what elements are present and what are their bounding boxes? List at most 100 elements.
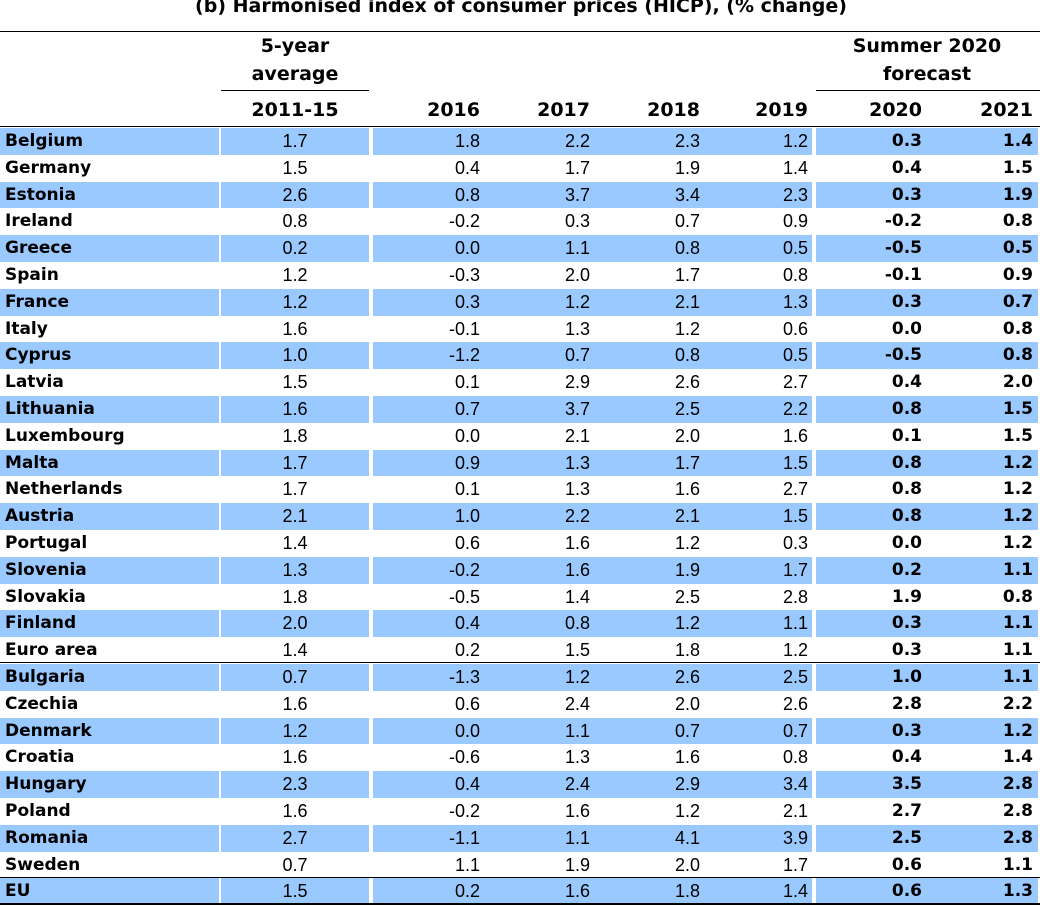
avg-2011-15: 1.8 [282, 425, 308, 446]
value-2019: 0.8 [782, 747, 808, 768]
forecast-2021: 2.8 [1002, 800, 1033, 821]
forecast-2020: 0.8 [891, 479, 922, 500]
table-row: Romania 2.7 -1.1 1.1 4.1 3.9 2.5 2.8 [0, 824, 1042, 852]
forecast-2020: 2.5 [816, 824, 926, 852]
bottom-rule [0, 903, 1040, 905]
forecast-2020: 1.0 [816, 663, 926, 691]
value-2016: 0.0 [373, 717, 484, 745]
row-label: Finland [0, 610, 219, 638]
value-2018: 0.7 [674, 211, 700, 232]
value-2018: 2.6 [594, 663, 704, 691]
forecast-2021: 1.4 [926, 128, 1038, 155]
forecast-2020: 0.6 [816, 878, 926, 906]
value-2019: 2.5 [704, 663, 812, 691]
value-2018: 2.6 [674, 372, 700, 393]
row-label: Germany [5, 157, 92, 178]
value-2019: 0.9 [782, 211, 808, 232]
value-2019: 0.7 [704, 717, 812, 745]
value-2016: 0.1 [454, 479, 480, 500]
value-2018: 1.6 [674, 747, 700, 768]
forecast-2020: 1.9 [891, 586, 922, 607]
table-row: Slovakia 1.8 -0.5 1.4 2.5 2.8 1.9 0.8 [0, 584, 1042, 611]
forecast-2020: 0.8 [816, 503, 926, 530]
row-label: Greece [0, 235, 219, 262]
row-label: Latvia [5, 372, 64, 393]
avg-2011-15: 1.4 [282, 532, 308, 553]
value-2016: 0.6 [454, 693, 480, 714]
value-2019: 1.1 [704, 610, 812, 638]
value-2017: 1.6 [484, 878, 594, 906]
value-2017: 3.7 [484, 395, 594, 423]
value-2018: 2.1 [594, 288, 704, 316]
value-2017: 1.2 [484, 663, 594, 691]
avg-2011-15: 2.0 [221, 610, 369, 638]
value-2019: 0.5 [704, 235, 812, 262]
value-2017: 0.7 [484, 342, 594, 370]
value-2018: 1.8 [674, 640, 700, 661]
forecast-group-line1: Summer 2020 [852, 35, 1002, 57]
value-2016: -1.1 [373, 824, 484, 852]
table-row: Bulgaria 0.7 -1.3 1.2 2.6 2.5 1.0 1.1 [0, 663, 1042, 691]
forecast-2021: 0.9 [1002, 264, 1033, 285]
avg-2011-15: 0.8 [282, 211, 308, 232]
value-2016: 0.1 [454, 372, 480, 393]
row-label: Luxembourg [5, 425, 125, 446]
eu-rule [0, 877, 1040, 878]
forecast-2021: 1.1 [926, 556, 1038, 584]
row-label: Cyprus [0, 342, 219, 370]
value-2018: 4.1 [594, 824, 704, 852]
value-2016: -0.6 [448, 747, 480, 768]
forecast-2021: 1.2 [1002, 532, 1033, 553]
row-label: Croatia [5, 747, 75, 768]
forecast-2021: 1.1 [1002, 854, 1033, 875]
forecast-2021: 1.2 [926, 449, 1038, 477]
value-2018: 0.8 [594, 342, 704, 370]
table-row: Latvia 1.5 0.1 2.9 2.6 2.7 0.4 2.0 [0, 369, 1042, 396]
value-2019: 2.1 [782, 800, 808, 821]
hicp-table-body: Belgium 1.7 1.8 2.2 2.3 1.2 0.3 1.4 Germany 1.5 0.… [0, 128, 1042, 906]
value-2018: 2.1 [594, 503, 704, 530]
table-row: Portugal 1.4 0.6 1.6 1.2 0.3 0.0 1.2 [0, 530, 1042, 557]
forecast-2021: 1.2 [926, 717, 1038, 745]
forecast-2021: 1.5 [1002, 157, 1033, 178]
table-row: Cyprus 1.0 -1.2 0.7 0.8 0.5 -0.5 0.8 [0, 342, 1042, 370]
value-2018: 0.8 [594, 235, 704, 262]
value-2018: 2.5 [594, 395, 704, 423]
row-label: Romania [0, 824, 219, 852]
forecast-2021: 1.1 [1002, 640, 1033, 661]
forecast-2020: 0.1 [891, 425, 922, 446]
value-2016: 0.9 [373, 449, 484, 477]
forecast-2021: 1.3 [926, 878, 1038, 906]
forecast-2021: 1.1 [926, 663, 1038, 691]
top-rule [0, 31, 1040, 32]
row-label: Italy [5, 318, 48, 339]
row-label: EU [0, 878, 219, 906]
forecast-2020: 0.8 [816, 395, 926, 423]
col-header-2017: 2017 [537, 99, 590, 121]
value-2016: 1.8 [373, 128, 484, 155]
value-2016: -0.5 [448, 586, 480, 607]
table-row: Poland 1.6 -0.2 1.6 1.2 2.1 2.7 2.8 [0, 798, 1042, 825]
avg-2011-15: 1.6 [282, 318, 308, 339]
row-label: Hungary [0, 771, 219, 798]
forecast-2021: 1.1 [926, 610, 1038, 638]
table-row: Germany 1.5 0.4 1.7 1.9 1.4 0.4 1.5 [0, 155, 1042, 182]
avg-2011-15: 1.8 [282, 586, 308, 607]
forecast-2021: 1.5 [926, 395, 1038, 423]
value-2017: 2.9 [564, 372, 590, 393]
table-row: Greece 0.2 0.0 1.1 0.8 0.5 -0.5 0.5 [0, 235, 1042, 262]
value-2018: 1.6 [674, 479, 700, 500]
value-2019: 1.7 [704, 556, 812, 584]
row-label: Denmark [0, 717, 219, 745]
forecast-2020: 2.8 [891, 693, 922, 714]
forecast-2021: 1.9 [926, 181, 1038, 209]
value-2018: 2.0 [674, 425, 700, 446]
value-2016: 1.1 [454, 854, 480, 875]
table-row: Luxembourg 1.8 0.0 2.1 2.0 1.6 0.1 1.5 [0, 423, 1042, 450]
avg-2011-15: 1.4 [282, 640, 308, 661]
row-label: Estonia [0, 181, 219, 209]
avg-group-line2: average [251, 63, 339, 85]
forecast-2020: 0.4 [891, 157, 922, 178]
row-label: Slovenia [0, 556, 219, 584]
avg-2011-15: 1.2 [282, 264, 308, 285]
